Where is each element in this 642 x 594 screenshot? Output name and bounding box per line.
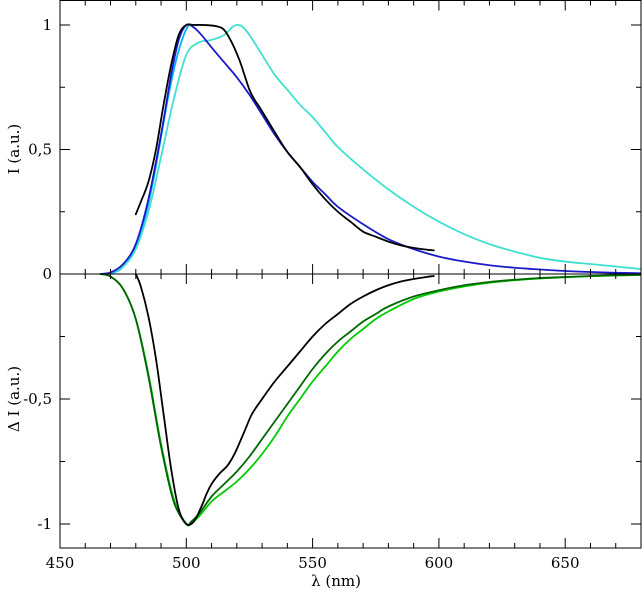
series-line-bottom-1 (99, 274, 641, 527)
x-tick-label: 650 (551, 554, 580, 572)
y-axis-label-top: I (a.u.) (5, 124, 23, 175)
y-tick-label-top: 1 (42, 16, 52, 34)
x-tick-label: 500 (172, 554, 201, 572)
y-tick-label-bottom: -0,5 (23, 390, 52, 408)
x-tick-label: 600 (425, 554, 454, 572)
y-tick-label-top: 0 (42, 265, 52, 283)
plot-frame (59, 0, 642, 549)
x-tick-label: 550 (298, 554, 327, 572)
x-tick-label: 450 (46, 554, 75, 572)
y-tick-label-bottom: -1 (37, 515, 52, 533)
x-axis-label: λ (nm) (311, 572, 361, 590)
top-panel-intensity (99, 23, 641, 274)
bottom-panel-difference (99, 274, 641, 527)
series-line-top-1 (99, 24, 190, 274)
series-line-bottom-2 (99, 274, 641, 527)
series-line-top-4 (134, 23, 435, 252)
y-axis-label-bottom: Δ I (a.u.) (5, 366, 23, 432)
series-line-bottom-3 (134, 274, 435, 526)
x-axis-ticks: 450 500 550 600 650 (46, 0, 642, 572)
series-line-top-2 (99, 23, 641, 274)
y-axis-ticks: 0 0,5 1 -0,5 -1 (23, 16, 641, 533)
y-tick-label-top: 0,5 (28, 141, 52, 159)
series-line-top-3 (99, 23, 641, 274)
